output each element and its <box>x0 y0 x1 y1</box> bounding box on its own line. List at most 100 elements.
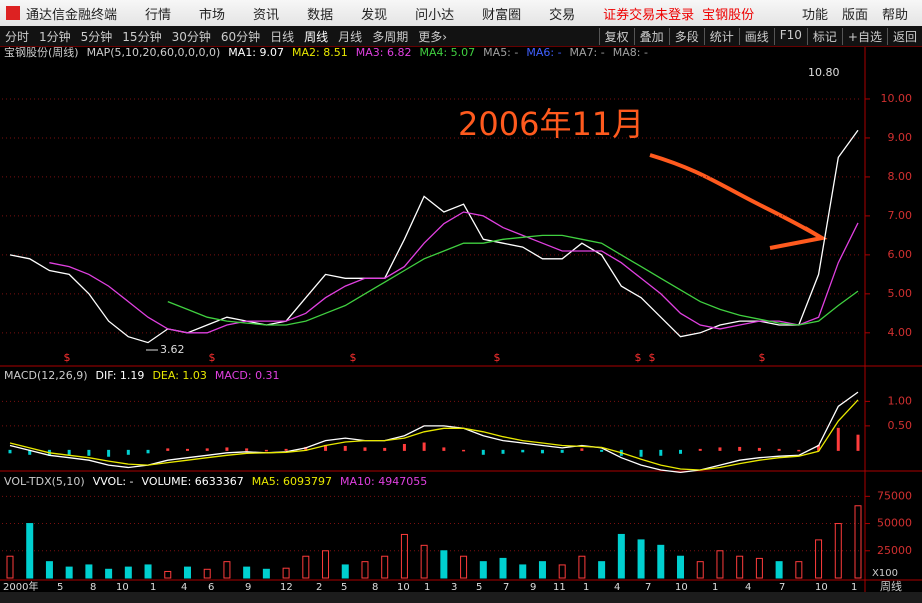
legend-item: DIF: 1.19 <box>96 369 145 382</box>
bar <box>479 561 487 579</box>
tool-button[interactable]: F10 <box>773 27 807 45</box>
unit-label: X100 <box>872 568 898 579</box>
y-tick-label: 25000 <box>877 544 912 557</box>
bar <box>499 557 507 579</box>
tool-button[interactable]: 复权 <box>598 27 634 45</box>
bar <box>343 445 347 451</box>
bar <box>775 561 783 579</box>
dividend-marker: $ <box>759 351 766 364</box>
menu-item[interactable]: 版面 <box>841 7 868 23</box>
y-tick-label: 7.00 <box>888 209 913 222</box>
menu-item[interactable]: 数据 <box>307 7 334 23</box>
period-tab[interactable]: 15分钟 <box>122 29 162 44</box>
app-name: 通达信金融终端 <box>26 7 118 23</box>
bar <box>738 446 742 451</box>
bar <box>442 447 446 451</box>
menu-item[interactable]: 帮助 <box>881 7 908 23</box>
bar <box>85 564 93 579</box>
menu-item[interactable]: 行情 <box>145 7 172 23</box>
bar <box>262 568 270 579</box>
period-tab[interactable]: 5分钟 <box>80 29 113 44</box>
x-tick-label: 10 <box>116 582 129 593</box>
bar <box>797 449 801 452</box>
period-tab[interactable]: 周线 <box>304 29 329 44</box>
period-tab[interactable]: 60分钟 <box>220 29 261 44</box>
bar <box>183 566 191 579</box>
tool-button[interactable]: 返回 <box>886 27 922 45</box>
bar <box>381 555 389 579</box>
x-tick-label: 7 <box>779 582 785 593</box>
bar <box>540 449 544 454</box>
panel-title: VOL-TDX(5,10) <box>4 475 85 488</box>
period-tab[interactable]: 更多› <box>418 29 448 44</box>
y-tick-label: 10.00 <box>881 92 913 105</box>
period-tab[interactable]: 30分钟 <box>171 29 211 44</box>
menu-item[interactable]: 问小达 <box>415 7 455 23</box>
period-tab[interactable]: 日线 <box>270 29 295 44</box>
y-tick-label: 6.00 <box>888 248 913 261</box>
bar <box>282 567 290 579</box>
menu-item[interactable]: 交易 <box>549 7 576 23</box>
legend-item: MACD: 0.31 <box>215 369 280 382</box>
x-tick-label: 10 <box>675 582 688 593</box>
bar <box>600 449 604 452</box>
bar <box>420 544 428 579</box>
period-tab[interactable]: 分时 <box>5 29 30 44</box>
bar <box>284 448 288 451</box>
bar <box>580 448 584 451</box>
legend-item: MA5: 6093797 <box>252 475 332 488</box>
bar <box>361 561 369 579</box>
bar <box>205 448 209 451</box>
bar <box>718 447 722 451</box>
menu-item[interactable]: 功能 <box>801 7 828 23</box>
x-tick-label: 11 <box>553 582 566 593</box>
period-tab[interactable]: 多周期 <box>372 29 409 44</box>
bar <box>657 544 665 579</box>
tool-button[interactable]: 叠加 <box>633 27 669 45</box>
price-label: 10.80 <box>808 66 840 79</box>
bar <box>736 555 744 579</box>
tool-button[interactable]: 标记 <box>806 27 842 45</box>
x-tick-label: 2 <box>316 582 322 593</box>
menu-item[interactable]: 财富圈 <box>482 7 522 23</box>
bar <box>757 447 761 451</box>
y-tick-label: 4.00 <box>888 326 913 339</box>
x-tick-label: 1 <box>712 582 718 593</box>
tool-button[interactable]: 画线 <box>738 27 774 45</box>
legend-item: VOLUME: 6633367 <box>142 475 244 488</box>
bar <box>6 555 14 579</box>
x-tick-label: 10 <box>397 582 410 593</box>
y-tick-label: 50000 <box>877 517 912 530</box>
line-series <box>167 234 859 326</box>
bar <box>144 564 152 579</box>
bar <box>519 564 527 579</box>
price-label: 3.62 <box>160 343 185 356</box>
period-tab[interactable]: 1分钟 <box>39 29 71 44</box>
bar <box>677 555 685 579</box>
y-tick-label: 75000 <box>877 489 912 502</box>
menu-item[interactable]: 资讯 <box>253 7 280 23</box>
tool-button[interactable]: 统计 <box>703 27 739 45</box>
line-series <box>49 211 859 334</box>
x-tick-label: 2000年 <box>3 580 38 593</box>
menu-item[interactable]: 发现 <box>361 7 388 23</box>
bar <box>87 449 91 456</box>
x-tick-label: 8 <box>90 582 96 593</box>
period-label: 周线 <box>880 579 902 593</box>
bar <box>659 449 663 456</box>
menu-item[interactable]: 市场 <box>199 7 226 23</box>
period-tab[interactable]: 月线 <box>338 29 363 44</box>
login-notice[interactable]: 证券交易未登录 <box>603 7 695 23</box>
bar <box>777 448 781 451</box>
bar <box>26 523 34 579</box>
bar <box>203 568 211 579</box>
tool-button[interactable]: +自选 <box>841 27 887 45</box>
toolbar: 分时 1分钟 5分钟 15分钟 30分钟 60分钟 日线 周线 月线 多周期 更多› 复权 叠加 多段统… <box>0 26 922 47</box>
bar <box>698 448 702 451</box>
bar <box>679 449 683 454</box>
bar <box>383 447 387 451</box>
bar <box>501 449 505 454</box>
tool-button[interactable]: 多段 <box>668 27 704 45</box>
x-tick-label: 6 <box>208 582 214 593</box>
